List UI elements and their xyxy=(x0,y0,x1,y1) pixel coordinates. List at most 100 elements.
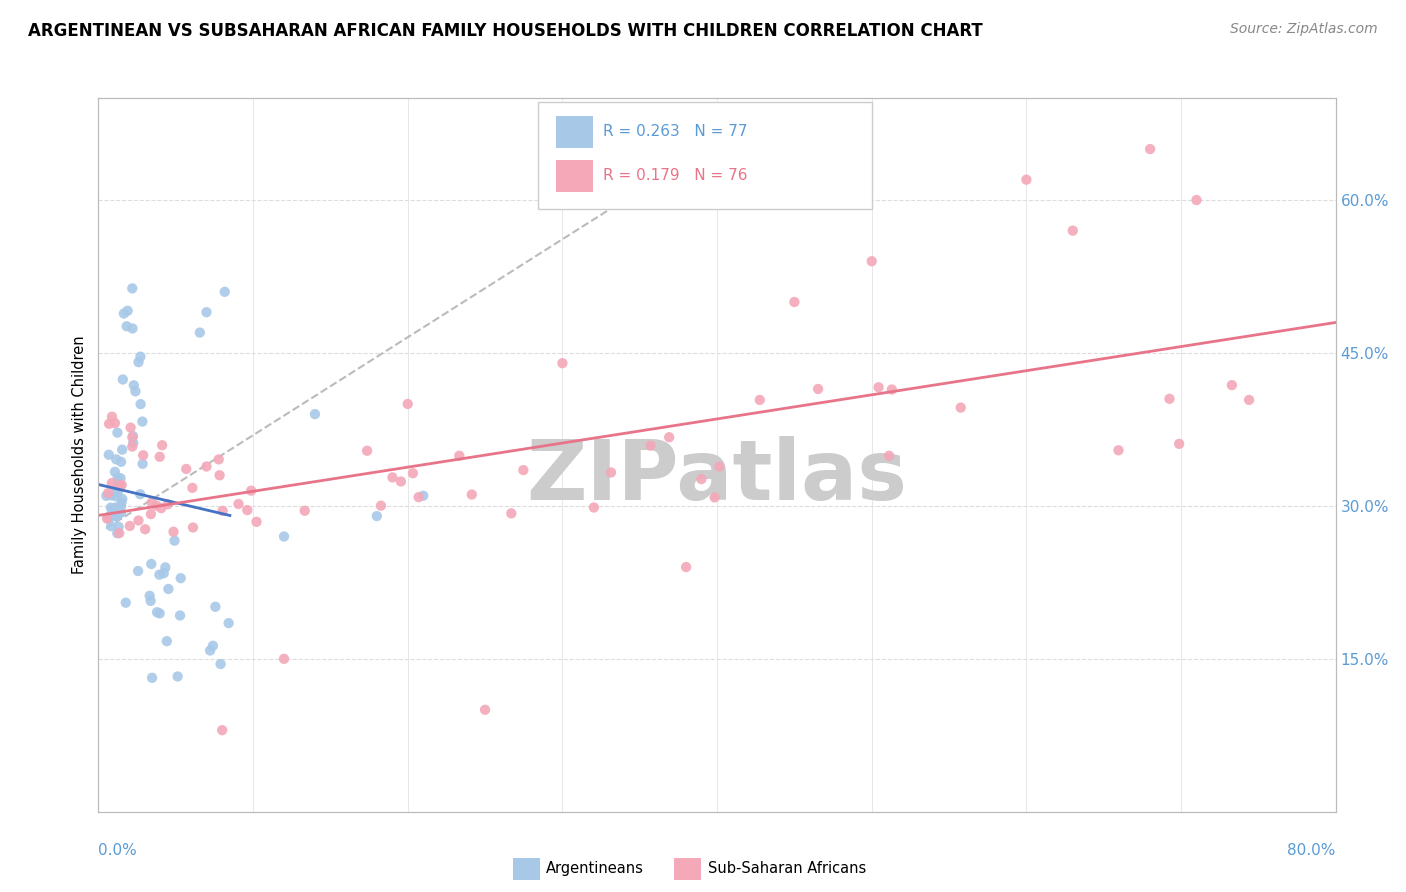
Point xyxy=(112,306,135,320)
Point xyxy=(150,438,173,452)
Point xyxy=(141,671,163,685)
Point xyxy=(169,608,191,623)
Point xyxy=(658,430,681,444)
Point xyxy=(208,452,231,467)
Point xyxy=(101,409,124,424)
Point xyxy=(115,319,138,334)
Point xyxy=(949,401,972,415)
Point xyxy=(512,463,534,477)
Point xyxy=(111,442,134,457)
Point xyxy=(96,511,118,525)
Point xyxy=(104,416,127,430)
Point xyxy=(110,506,132,520)
Point xyxy=(124,384,146,399)
Text: ARGENTINEAN VS SUBSAHARAN AFRICAN FAMILY HOUSEHOLDS WITH CHILDREN CORRELATION CH: ARGENTINEAN VS SUBSAHARAN AFRICAN FAMILY… xyxy=(28,22,983,40)
Point xyxy=(98,511,121,525)
Text: Sub-Saharan Africans: Sub-Saharan Africans xyxy=(709,861,866,876)
Point xyxy=(107,425,129,440)
Point xyxy=(122,435,145,450)
Point xyxy=(408,490,430,504)
Point xyxy=(108,479,131,493)
Point xyxy=(141,495,163,509)
Point xyxy=(412,489,434,503)
Point xyxy=(860,254,883,268)
Text: 80.0%: 80.0% xyxy=(1288,843,1336,858)
FancyBboxPatch shape xyxy=(537,102,872,209)
Point xyxy=(156,634,179,648)
Point xyxy=(204,599,226,614)
Point xyxy=(97,448,120,462)
Point xyxy=(128,513,150,527)
Point xyxy=(118,519,141,533)
Point xyxy=(105,509,128,524)
Text: 0.0%: 0.0% xyxy=(98,843,138,858)
Text: Source: ZipAtlas.com: Source: ZipAtlas.com xyxy=(1230,22,1378,37)
Point xyxy=(273,652,295,666)
Point xyxy=(174,462,197,476)
Point xyxy=(201,639,224,653)
Point xyxy=(449,449,471,463)
Point xyxy=(110,455,132,469)
Point xyxy=(228,497,250,511)
Point xyxy=(356,443,378,458)
Point xyxy=(156,497,179,511)
Point xyxy=(98,417,121,431)
Point xyxy=(162,524,184,539)
Point xyxy=(474,703,496,717)
Point xyxy=(138,589,160,603)
Point xyxy=(600,466,623,480)
FancyBboxPatch shape xyxy=(557,116,593,148)
Point xyxy=(117,303,139,318)
Point xyxy=(880,383,903,397)
Point xyxy=(1062,224,1084,238)
Point xyxy=(1159,392,1181,406)
Point xyxy=(121,281,143,295)
Point xyxy=(209,657,232,671)
Point xyxy=(294,504,316,518)
Point xyxy=(582,500,605,515)
Point xyxy=(218,616,240,631)
Point xyxy=(1220,378,1243,392)
Point xyxy=(139,594,162,608)
Point xyxy=(108,506,131,520)
Text: R = 0.179   N = 76: R = 0.179 N = 76 xyxy=(603,169,748,184)
Point xyxy=(214,285,236,299)
Point xyxy=(551,356,574,370)
Point xyxy=(146,605,169,619)
Point xyxy=(181,520,204,534)
Point xyxy=(807,382,830,396)
Point xyxy=(129,487,152,501)
Point xyxy=(96,489,118,503)
Point xyxy=(111,478,134,492)
Text: R = 0.263   N = 77: R = 0.263 N = 77 xyxy=(603,124,748,139)
Point xyxy=(675,560,697,574)
Point xyxy=(149,607,172,621)
Point xyxy=(690,472,713,486)
Point xyxy=(100,488,122,502)
FancyBboxPatch shape xyxy=(557,161,593,193)
Point xyxy=(211,723,233,738)
Point xyxy=(101,504,124,518)
Text: Argentineans: Argentineans xyxy=(547,861,644,876)
Point xyxy=(389,475,412,489)
Point xyxy=(501,507,523,521)
Point xyxy=(402,467,425,481)
Point xyxy=(195,305,218,319)
Point xyxy=(97,511,120,525)
Point xyxy=(166,669,188,683)
Point xyxy=(101,476,124,491)
Point xyxy=(104,465,127,479)
Point xyxy=(240,483,263,498)
Point xyxy=(748,392,770,407)
Point xyxy=(114,596,136,610)
Point xyxy=(122,378,145,392)
Point xyxy=(195,459,218,474)
Point xyxy=(98,509,121,524)
Point xyxy=(150,501,173,516)
Point xyxy=(245,515,267,529)
Point xyxy=(145,499,167,513)
Point xyxy=(105,503,128,517)
Point xyxy=(121,430,143,444)
Point xyxy=(170,571,193,585)
Point xyxy=(105,526,128,541)
